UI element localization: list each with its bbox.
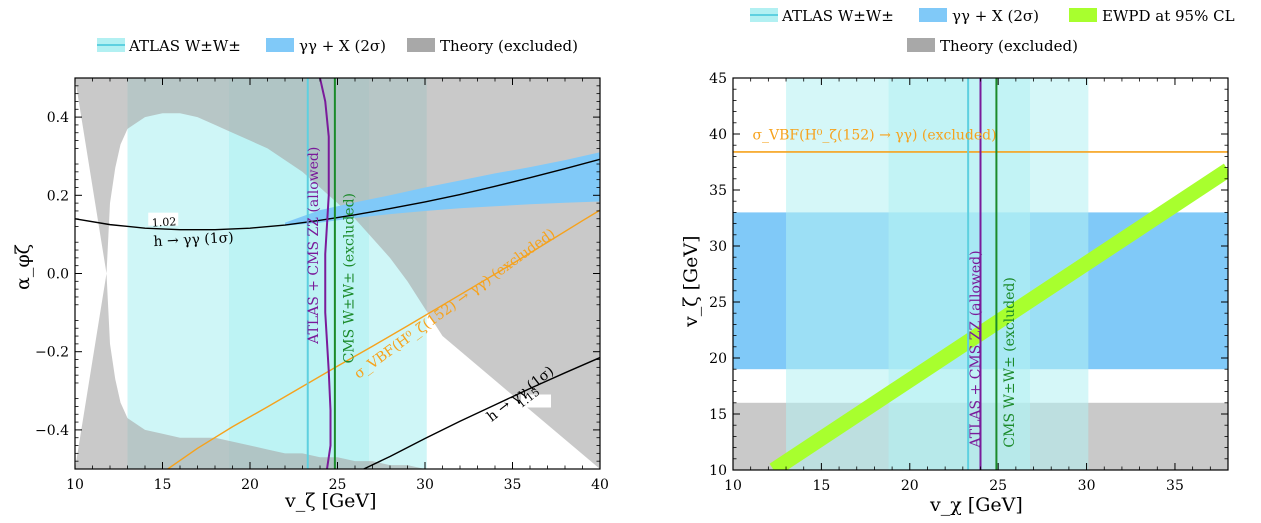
legend-label-atlas-wpm: ATLAS W±W±	[128, 37, 241, 55]
left-xtick-label-15: 15	[154, 477, 172, 493]
right-plot-area: σ_VBF(H⁰_ζ(152) → γγ) (excluded) ATLAS + …	[733, 78, 1228, 470]
left-xtick-label-30: 30	[416, 477, 434, 493]
right-xtick-label-20: 20	[901, 478, 919, 494]
right-ytick-label-20: 20	[709, 351, 727, 367]
left-label-h-upper: h → γγ (1σ)	[153, 230, 234, 250]
right-ytick-label-15: 15	[709, 407, 727, 423]
legend-label-atlas-wpm-right: ATLAS W±W±	[781, 7, 894, 25]
right-y-axis-label: v_ζ [GeV]	[680, 235, 702, 328]
left-theory-excluded-upper	[75, 78, 600, 469]
left-label-115-bg	[521, 394, 551, 408]
right-xtick-label-35: 35	[1166, 478, 1184, 494]
left-curve-atlas-cms-zz-allowed	[319, 78, 332, 469]
left-ytick-label-3: 0.2	[47, 188, 69, 204]
right-xtick-label-25: 25	[989, 478, 1007, 494]
left-curve-1-02	[75, 158, 600, 231]
right-x-axis-label: v_χ [GeV]	[929, 494, 1023, 516]
left-xtick-label-20: 20	[241, 477, 259, 493]
legend-swatch-theory-right	[907, 38, 935, 52]
left-xtick-label-10: 10	[66, 477, 84, 493]
legend-swatch-gamma	[266, 38, 294, 52]
left-gamma-band	[285, 152, 600, 226]
legend-label-theory: Theory (excluded)	[440, 37, 578, 55]
right-xtick-label-10: 10	[724, 478, 742, 494]
left-legend: ATLAS W±W± γγ + X (2σ) Theory (excluded)	[97, 37, 578, 55]
right-xtick-label-30: 30	[1078, 478, 1096, 494]
left-ytick-label-4: 0.4	[47, 110, 69, 126]
left-xtick-label-35: 35	[504, 477, 522, 493]
legend-swatch-ewpd	[1069, 8, 1097, 22]
right-ytick-label-10: 10	[709, 463, 727, 479]
left-theory-excluded-lower	[75, 273, 600, 469]
legend-label-gamma-right: γγ + X (2σ)	[952, 7, 1039, 25]
right-legend: ATLAS W±W± γγ + X (2σ) EWPD at 95% CL Th…	[750, 7, 1235, 55]
left-y-axis-label: α_φζ	[12, 244, 34, 290]
left-label-cms: CMS W±W± (excluded)	[342, 193, 358, 363]
left-curve-1-15	[363, 356, 600, 469]
left-label-102: 1.02	[151, 215, 176, 229]
legend-label-ewpd: EWPD at 95% CL	[1102, 7, 1235, 25]
left-curve-vbf-h-152-excluded	[167, 209, 600, 469]
left-axes: 10 15 20 25 30 35 40 −0.4 −0.2 0.0 0.2 0.4	[35, 77, 609, 493]
left-plot-area: 1.02h → γγ (1σ)1.15h → γγ (1σ)ATLAS + CM…	[75, 78, 600, 469]
right-atlas-band-1	[888, 78, 1030, 470]
left-ytick-label-0: −0.4	[35, 423, 69, 439]
right-axes: 10 15 20 25 30 35 10 15 20 25 30 35 40 45	[709, 71, 1229, 494]
left-label-zz: ATLAS + CMS ZZ (allowed)	[306, 147, 322, 345]
legend-label-gamma: γγ + X (2σ)	[299, 37, 386, 55]
left-ytick-label-1: −0.2	[35, 345, 69, 361]
right-ytick-label-35: 35	[709, 183, 727, 199]
right-ewpd-band	[769, 163, 1228, 470]
legend-swatch-theory	[407, 38, 435, 52]
left-x-axis-label: v_ζ [GeV]	[284, 490, 377, 512]
right-xtick-label-15: 15	[812, 478, 830, 494]
right-ytick-label-25: 25	[709, 295, 727, 311]
right-ytick-label-45: 45	[709, 71, 727, 87]
left-xtick-label-40: 40	[591, 477, 609, 493]
right-label-vbf: σ_VBF(H⁰_ζ(152) → γγ) (excluded)	[752, 128, 996, 144]
left-xtick-label-25: 25	[329, 477, 347, 493]
right-label-cms: CMS W±W± (excluded)	[1002, 277, 1018, 447]
left-ytick-label-2: 0.0	[47, 267, 69, 283]
legend-swatch-gamma-right	[919, 8, 947, 22]
left-label-102-bg	[148, 212, 179, 226]
right-ytick-label-40: 40	[709, 127, 727, 143]
right-ytick-label-30: 30	[709, 239, 727, 255]
legend-label-theory-right: Theory (excluded)	[940, 37, 1078, 55]
right-label-zz: ATLAS + CMS ZZ (allowed)	[968, 250, 984, 448]
